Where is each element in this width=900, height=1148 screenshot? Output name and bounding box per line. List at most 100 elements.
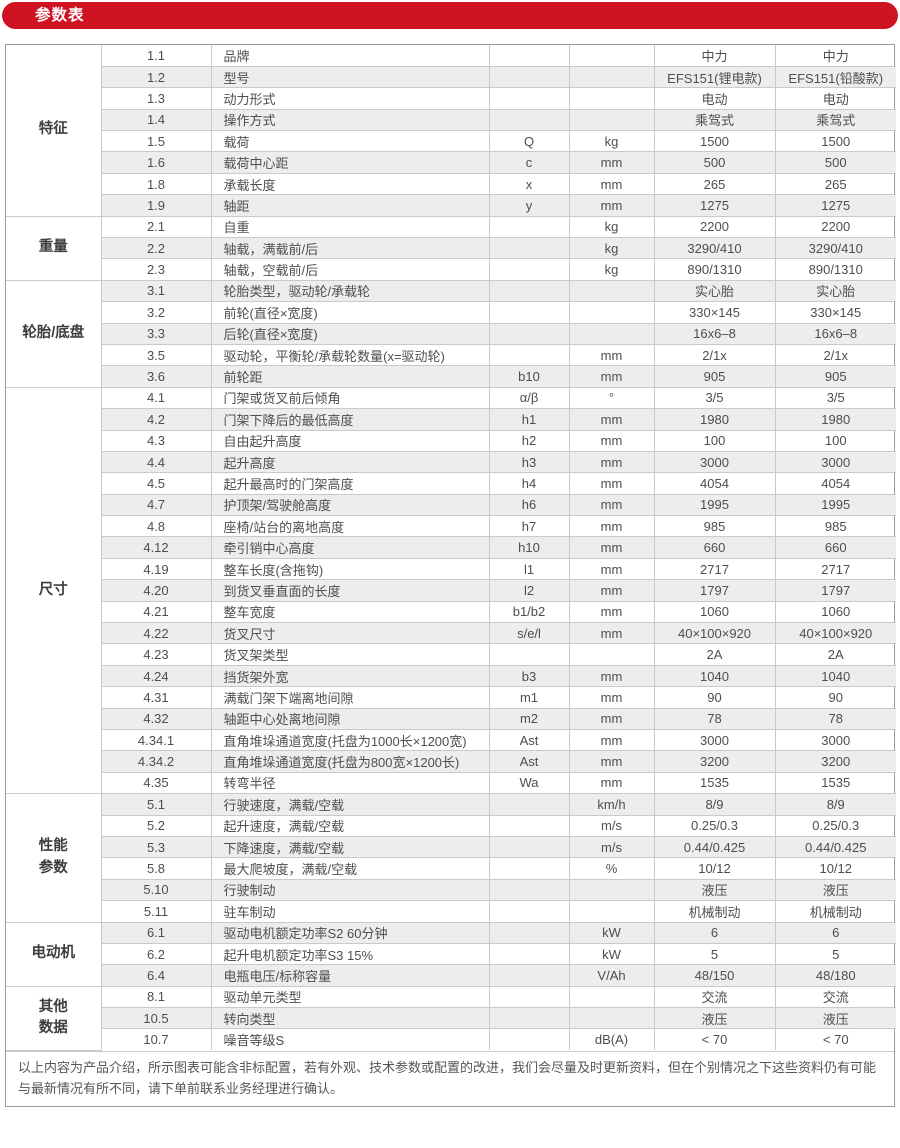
row-description: 自由起升高度 <box>210 429 490 452</box>
row-value-leadacid: 电动 <box>774 87 896 110</box>
row-number: 5.8 <box>100 857 212 880</box>
row-symbol <box>488 45 570 67</box>
row-unit: kg <box>568 258 655 281</box>
row-unit: mm <box>568 429 655 452</box>
table-row: 6.2 起升电机额定功率S3 15% kW 5 5 <box>6 942 896 966</box>
table-row: 3.2 前轮(直径×宽度) 330×145 330×145 <box>6 301 896 324</box>
row-value-lithium: 16x6–8 <box>653 322 776 345</box>
row-number: 6.1 <box>100 921 212 944</box>
row-description: 噪音等级S <box>210 1028 490 1051</box>
row-description: 轴距 <box>210 194 490 217</box>
table-row: 4.23 货叉架类型 2A 2A <box>6 643 896 666</box>
row-number: 4.19 <box>100 557 212 581</box>
row-value-leadacid: 10/12 <box>774 857 896 880</box>
row-value-leadacid: 3/5 <box>774 386 896 410</box>
table-row: 4.2 门架下降后的最低高度 h1 mm 1980 1980 <box>6 408 896 431</box>
row-number: 4.3 <box>100 429 212 452</box>
row-description: 后轮(直径×宽度) <box>210 322 490 345</box>
row-unit: m/s <box>568 835 655 859</box>
row-unit: mm <box>568 686 655 709</box>
table-row: 4.19 整车长度(含拖钩) l1 mm 2717 2717 <box>6 557 896 581</box>
table-row: 3.6 前轮距 b10 mm 905 905 <box>6 365 896 388</box>
row-value-leadacid: 905 <box>774 365 896 388</box>
row-value-leadacid: EFS151(铅酸款) <box>774 65 896 89</box>
category-cell: 特征 <box>6 45 102 217</box>
row-value-leadacid: 1995 <box>774 493 896 517</box>
row-number: 4.12 <box>100 536 212 559</box>
row-unit <box>568 65 655 89</box>
table-row: 4.8 座椅/站台的离地高度 h7 mm 985 985 <box>6 515 896 538</box>
row-value-leadacid: 48/180 <box>774 964 896 987</box>
row-value-lithium: 中力 <box>653 45 776 67</box>
row-symbol: m1 <box>488 686 570 709</box>
row-symbol <box>488 258 570 281</box>
row-symbol: Ast <box>488 728 570 752</box>
table-row: 2.3 轴载，空载前/后 kg 890/1310 890/1310 <box>6 258 896 281</box>
row-value-lithium: 液压 <box>653 1007 776 1030</box>
category-cell: 其他 数据 <box>6 985 102 1051</box>
table-row: 1.3 动力形式 电动 电动 <box>6 87 896 110</box>
row-description: 整车长度(含拖钩) <box>210 557 490 581</box>
row-unit: m/s <box>568 814 655 837</box>
row-symbol: c <box>488 151 570 174</box>
row-unit: mm <box>568 493 655 517</box>
row-unit: mm <box>568 557 655 581</box>
row-symbol <box>488 942 570 966</box>
row-unit: km/h <box>568 793 655 816</box>
row-value-leadacid: 78 <box>774 707 896 731</box>
row-symbol: l2 <box>488 579 570 602</box>
row-number: 6.4 <box>100 964 212 987</box>
table-row: 1.6 载荷中心距 c mm 500 500 <box>6 151 896 174</box>
row-value-leadacid: 6 <box>774 921 896 944</box>
row-symbol: h1 <box>488 408 570 431</box>
row-description: 牵引销中心高度 <box>210 536 490 559</box>
row-value-lithium: 78 <box>653 707 776 731</box>
row-symbol <box>488 921 570 944</box>
row-description: 自重 <box>210 215 490 239</box>
row-unit: mm <box>568 450 655 474</box>
row-value-leadacid: 液压 <box>774 1007 896 1030</box>
row-value-leadacid: 660 <box>774 536 896 559</box>
table-row: 5.3 下降速度，满载/空载 m/s 0.44/0.425 0.44/0.425 <box>6 835 896 859</box>
row-description: 起升高度 <box>210 450 490 474</box>
row-description: 整车宽度 <box>210 600 490 624</box>
row-description: 轴距中心处离地间隙 <box>210 707 490 731</box>
row-unit: mm <box>568 194 655 217</box>
table-row: 10.5 转向类型 液压 液压 <box>6 1007 896 1030</box>
row-value-lithium: 100 <box>653 429 776 452</box>
row-symbol: Ast <box>488 750 570 773</box>
row-value-lithium: 乘驾式 <box>653 108 776 132</box>
row-value-lithium: 0.44/0.425 <box>653 835 776 859</box>
row-symbol: Q <box>488 130 570 153</box>
row-value-lithium: 2200 <box>653 215 776 239</box>
table-row: 4.22 货叉尺寸 s/e/l mm 40×100×920 40×100×920 <box>6 622 896 645</box>
row-description: 起升电机额定功率S3 15% <box>210 942 490 966</box>
table-row: 其他 数据 8.1 驱动单元类型 交流 交流 <box>6 985 896 1051</box>
row-value-lithium: 10/12 <box>653 857 776 880</box>
row-symbol <box>488 343 570 367</box>
row-value-lithium: 3000 <box>653 450 776 474</box>
row-value-leadacid: 3200 <box>774 750 896 773</box>
row-number: 3.5 <box>100 343 212 367</box>
row-unit: kg <box>568 215 655 239</box>
row-unit: ° <box>568 386 655 410</box>
category-cell: 尺寸 <box>6 386 102 795</box>
row-symbol: Wa <box>488 771 570 795</box>
table-row: 3.3 后轮(直径×宽度) 16x6–8 16x6–8 <box>6 322 896 345</box>
table-row: 2.2 轴载，满载前/后 kg 3290/410 3290/410 <box>6 237 896 260</box>
table-row: 4.34.2 直角堆垛通道宽度(托盘为800宽×1200长) Ast mm 3200 32… <box>6 750 896 773</box>
row-description: 驱动轮，平衡轮/承载轮数量(x=驱动轮) <box>210 343 490 367</box>
table-row: 轮胎/底盘 3.1 轮胎类型，驱动轮/承载轮 实心胎 实心胎 <box>6 279 896 388</box>
row-number: 3.1 <box>100 279 212 303</box>
row-symbol <box>488 857 570 880</box>
row-symbol: m2 <box>488 707 570 731</box>
row-number: 4.35 <box>100 771 212 795</box>
category-cell: 性能 参数 <box>6 793 102 923</box>
table-row: 尺寸 4.1 门架或货叉前后倾角 α/β ° 3/5 3/5 <box>6 386 896 795</box>
row-value-leadacid: 16x6–8 <box>774 322 896 345</box>
row-value-lithium: 1060 <box>653 600 776 624</box>
table-row: 4.12 牵引销中心高度 h10 mm 660 660 <box>6 536 896 559</box>
row-description: 行驶制动 <box>210 878 490 902</box>
